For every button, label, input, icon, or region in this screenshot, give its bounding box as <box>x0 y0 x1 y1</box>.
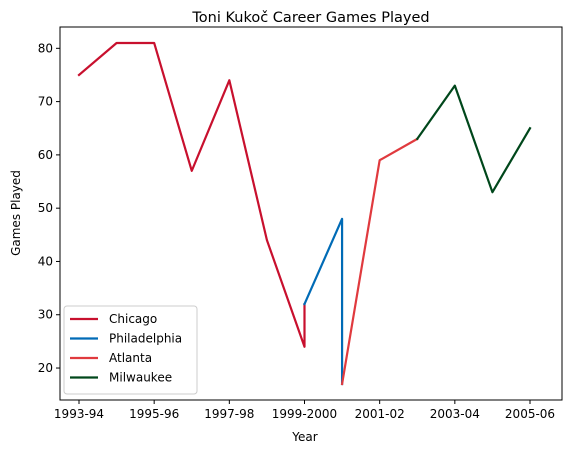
x-tick-label: 2001-02 <box>355 407 405 421</box>
series-line-atlanta <box>340 137 419 386</box>
x-axis: 1993-94 1995-96 1997-98 1999-2000 2001-02 200… <box>54 400 555 421</box>
chart-title: Toni Kukoč Career Games Played <box>191 10 429 26</box>
legend-label-chicago: Chicago <box>109 312 157 326</box>
series-line-philadelphia <box>303 217 344 386</box>
legend-label-philadelphia: Philadelphia <box>109 332 182 346</box>
legend-label-milwaukee: Milwaukee <box>109 371 172 385</box>
plot-frame <box>59 26 563 401</box>
y-tick-label: 30 <box>38 308 53 322</box>
series-line-chicago <box>77 41 306 348</box>
y-axis-title: Games Played <box>9 170 23 256</box>
y-tick-label: 40 <box>38 254 53 268</box>
legend-box <box>63 305 198 395</box>
plot-lines <box>77 41 532 386</box>
y-tick-label: 50 <box>38 201 53 215</box>
legend-label-atlanta: Atlanta <box>109 351 152 365</box>
y-tick-label: 60 <box>38 148 53 162</box>
y-tick-label: 70 <box>38 95 53 109</box>
y-tick-label: 20 <box>38 361 53 375</box>
y-axis: 20 30 40 50 60 70 80 <box>38 41 60 375</box>
x-tick-label: 1997-98 <box>204 407 254 421</box>
legend: Chicago Philadelphia Atlanta Milwaukee <box>63 305 198 395</box>
x-tick-label: 1995-96 <box>129 407 179 421</box>
x-tick-label: 2003-04 <box>430 407 480 421</box>
x-axis-title: Year <box>291 430 317 444</box>
x-tick-label: 2005-06 <box>505 407 555 421</box>
y-tick-label: 80 <box>38 41 53 55</box>
x-tick-label: 1993-94 <box>54 407 104 421</box>
series-line-milwaukee <box>415 84 532 194</box>
x-tick-label: 1999-2000 <box>272 407 337 421</box>
